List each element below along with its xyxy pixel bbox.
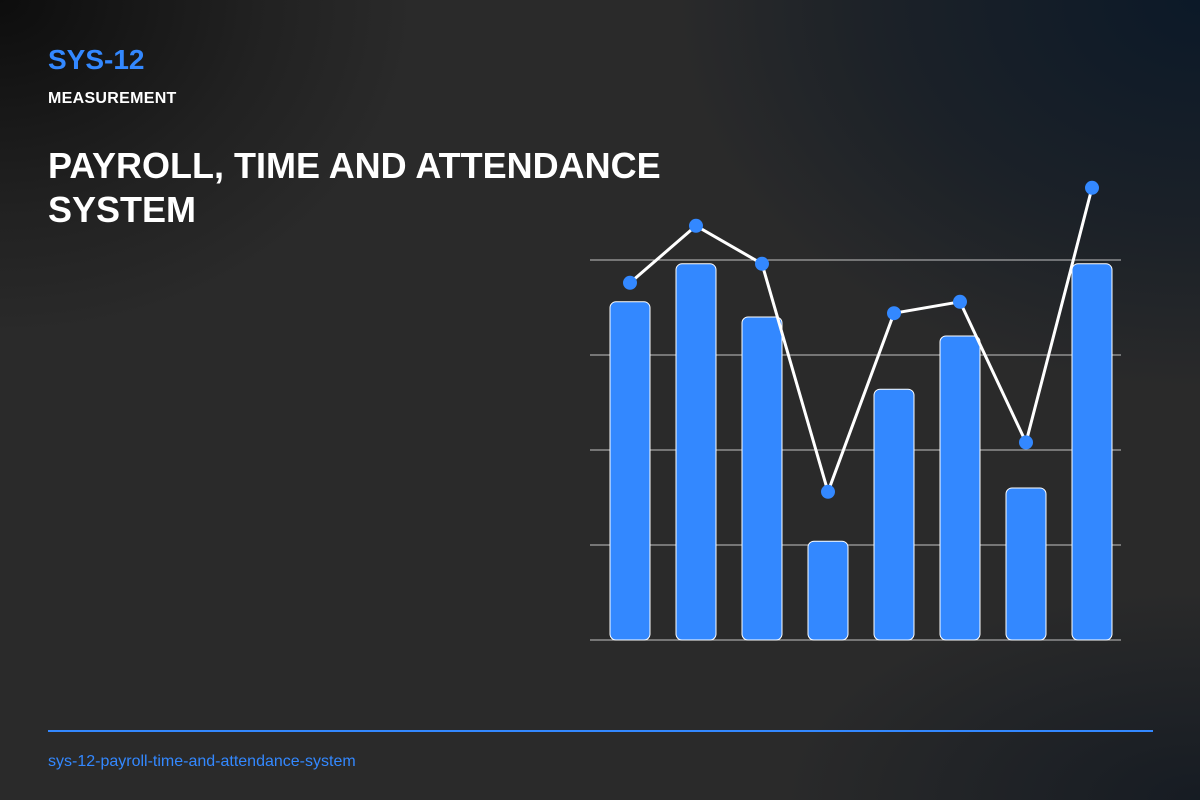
bar bbox=[807, 540, 849, 641]
line-point bbox=[1085, 180, 1099, 195]
line-point bbox=[689, 218, 703, 233]
line-point bbox=[755, 256, 769, 271]
line-point bbox=[1019, 435, 1033, 450]
bar bbox=[609, 301, 651, 641]
line-point bbox=[953, 294, 967, 309]
bar-series bbox=[609, 263, 1113, 641]
bar bbox=[1071, 263, 1113, 641]
bar bbox=[873, 388, 915, 641]
footer-divider bbox=[48, 730, 1153, 732]
category-label: MEASUREMENT bbox=[48, 90, 177, 107]
line-path bbox=[628, 186, 1094, 494]
line-series bbox=[623, 180, 1099, 499]
page-slug: sys-12-payroll-time-and-attendance-syste… bbox=[48, 753, 356, 770]
bar bbox=[1005, 487, 1047, 641]
bar bbox=[675, 263, 717, 641]
bar bbox=[741, 316, 783, 641]
bar bbox=[939, 335, 981, 641]
page-title: PAYROLL, TIME AND ATTENDANCE SYSTEM bbox=[48, 145, 661, 230]
line-point bbox=[887, 306, 901, 321]
system-code: SYS-12 bbox=[48, 44, 145, 75]
line-point bbox=[623, 275, 637, 290]
line-point bbox=[821, 484, 835, 499]
